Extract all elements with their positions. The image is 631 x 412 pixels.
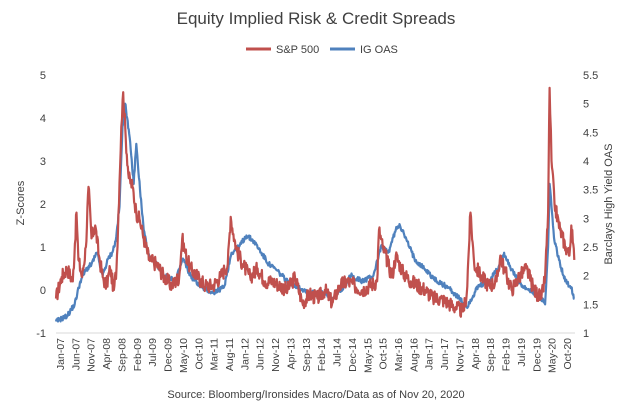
legend-label-ig-oas: IG OAS [360, 44, 398, 56]
y2-tick-label: 2.5 [583, 242, 598, 254]
y2-tick-label: 4 [583, 156, 589, 168]
x-tick-label: Jan-07 [55, 338, 67, 370]
chart-title: Equity Implied Risk & Credit Spreads [177, 9, 456, 28]
legend: S&P 500 IG OAS [246, 44, 398, 56]
x-tick-label: Apr-08 [101, 338, 113, 370]
x-tick-label: Nov-17 [455, 338, 467, 372]
x-tick-label: Sep-13 [301, 338, 313, 372]
x-tick-label: Aug-11 [224, 338, 236, 371]
x-tick-label: Oct-10 [193, 338, 205, 370]
x-tick-label: Oct-15 [378, 338, 390, 370]
x-tick-label: Dec-14 [347, 338, 359, 372]
y2-axis-label: Barclays High Yield OAS [603, 143, 615, 264]
x-axis-ticks: Jan-07 Jun-07 Nov-07 Apr-08 Sep-08 Feb-09 Jul-… [55, 338, 574, 373]
x-tick-label: Nov-12 [270, 338, 282, 372]
y-tick-label: 5 [40, 70, 46, 82]
x-tick-label: May-15 [362, 338, 374, 373]
series-line-ig-oas [54, 102, 575, 323]
x-tick-label: Jun-17 [439, 338, 451, 370]
x-tick-label: Jun-12 [255, 338, 267, 370]
y-tick-label: 2 [40, 199, 46, 211]
x-tick-label: Nov-07 [86, 338, 98, 372]
x-tick-label: Dec-09 [163, 338, 175, 372]
x-tick-label: Mar-11 [209, 338, 221, 371]
x-tick-label: Jul-19 [516, 338, 528, 367]
series-layer [54, 86, 576, 323]
x-tick-label: Jan-17 [424, 338, 436, 370]
x-tick-label: Jun-07 [70, 338, 82, 370]
y2-tick-label: 1 [583, 328, 589, 340]
x-tick-label: Feb-19 [501, 338, 513, 371]
y2-tick-label: 5 [583, 99, 589, 111]
x-tick-label: Feb-14 [316, 338, 328, 371]
x-tick-label: Apr-18 [470, 338, 482, 370]
y-tick-label: 1 [40, 242, 46, 254]
y-tick-label: -1 [36, 328, 46, 340]
x-tick-label: Apr-13 [286, 338, 298, 370]
y-tick-label: 0 [40, 285, 46, 297]
series-line-sp500 [54, 86, 576, 318]
y-tick-label: 3 [40, 156, 46, 168]
x-tick-label: May-20 [547, 338, 559, 373]
x-tick-label: Sep-18 [485, 338, 497, 372]
left-axis-ticks: 5 4 3 2 1 0 -1 [36, 70, 46, 340]
x-tick-label: Jan-12 [239, 338, 251, 370]
y2-tick-label: 3.5 [583, 185, 598, 197]
x-tick-label: Mar-16 [393, 338, 405, 371]
source-note: Source: Bloomberg/Ironsides Macro/Data a… [167, 389, 464, 401]
y-axis-label: Z-Scores [15, 180, 27, 225]
y-tick-label: 4 [40, 113, 46, 125]
x-tick-label: Sep-08 [117, 338, 129, 372]
right-axis-ticks: 5.5 5 4.5 4 3.5 3 2.5 2 1.5 1 [583, 70, 598, 340]
y2-tick-label: 4.5 [583, 127, 598, 139]
y2-tick-label: 1.5 [583, 299, 598, 311]
y2-tick-label: 2 [583, 271, 589, 283]
y2-tick-label: 3 [583, 213, 589, 225]
x-tick-label: Oct-20 [562, 338, 574, 370]
x-tick-label: Jul-14 [332, 338, 344, 367]
legend-label-sp500: S&P 500 [276, 44, 319, 56]
x-tick-label: Feb-09 [132, 338, 144, 371]
x-tick-label: Aug-16 [408, 338, 420, 372]
y2-tick-label: 5.5 [583, 70, 598, 82]
x-tick-label: May-10 [178, 338, 190, 373]
x-tick-label: Jul-09 [147, 338, 159, 367]
x-tick-label: Dec-19 [531, 338, 543, 372]
